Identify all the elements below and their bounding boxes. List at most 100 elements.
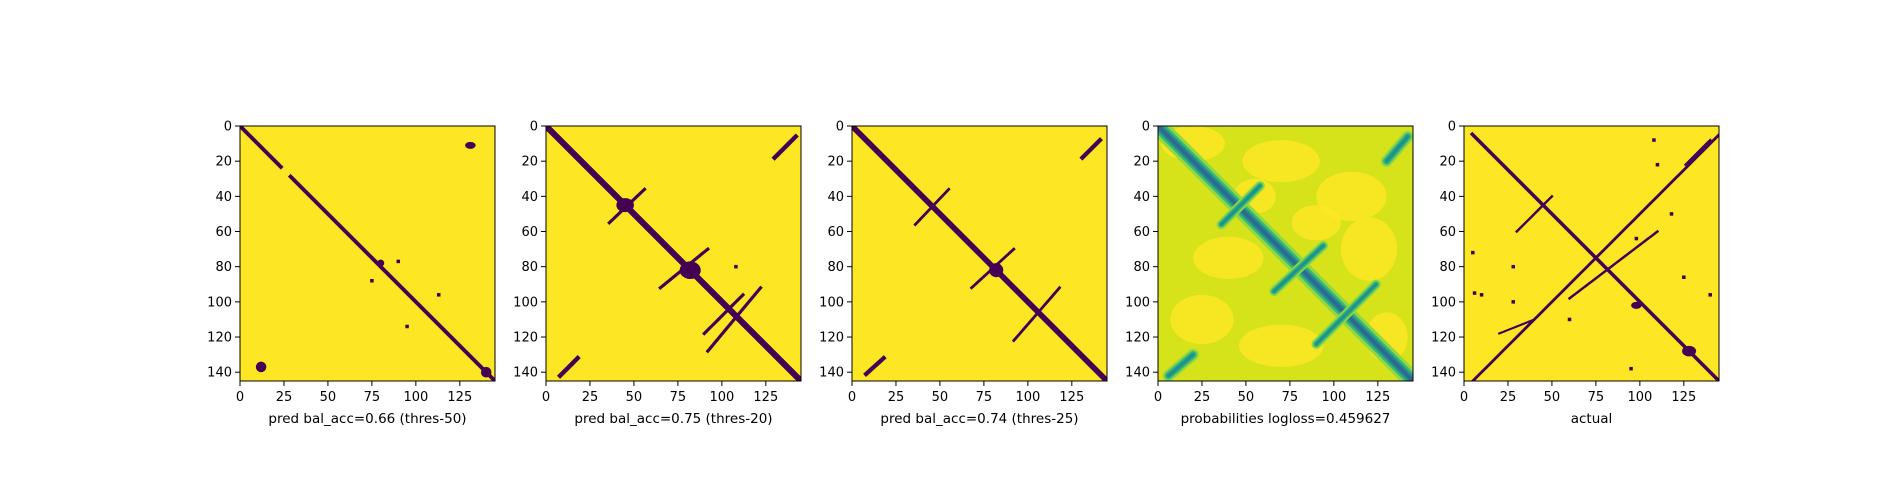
- contact-point-20: [1669, 212, 1674, 216]
- x-tick-label: 125: [1671, 390, 1696, 405]
- prob-region-9: [1291, 205, 1341, 241]
- y-tick-label: 60: [521, 225, 538, 240]
- contact-point-13: [1479, 293, 1484, 297]
- contact-cluster-8: [1682, 345, 1697, 357]
- y-tick-label: 80: [215, 260, 232, 275]
- y-tick-label: 120: [513, 331, 538, 346]
- x-tick-label: 75: [670, 390, 687, 405]
- plot-area: [1158, 126, 1413, 381]
- x-tick-label: 25: [1500, 390, 1517, 405]
- x-tick-label: 25: [276, 390, 293, 405]
- y-tick-label: 140: [513, 366, 538, 381]
- contact-band-4: [913, 187, 951, 227]
- contact-band-9: [702, 292, 746, 336]
- contact-band-2: [1470, 132, 1719, 381]
- panel-4: 0 25 50 75 100 125 0 20 40 60 80 100 120 140 probabili…: [1125, 120, 1414, 427]
- y-tick-label: 0: [1448, 120, 1456, 135]
- contact-point-14: [1511, 300, 1515, 304]
- contact-band-6: [969, 247, 1016, 290]
- y-tick-label: 40: [827, 190, 844, 205]
- contact-cluster-5: [377, 259, 385, 267]
- y-tick-label: 120: [1125, 331, 1150, 346]
- prob-region-2: [1242, 140, 1320, 183]
- x-tick-label: 50: [1238, 390, 1255, 405]
- y-tick-label: 40: [1439, 190, 1456, 205]
- prob-region-4: [1193, 236, 1264, 279]
- contact-band-5: [1603, 177, 1677, 251]
- y-tick-label: 80: [827, 260, 844, 275]
- contact-diagonal-segment-1: [546, 126, 801, 381]
- plot-area: [852, 126, 1107, 381]
- y-tick-label: 100: [207, 295, 232, 310]
- y-tick-label: 20: [521, 155, 538, 170]
- contact-diagonal-segment-2: [287, 173, 495, 381]
- contact-point-15: [1634, 236, 1639, 241]
- y-tick-label: 140: [819, 366, 844, 381]
- contact-point-7: [396, 259, 401, 264]
- axes-frame: [239, 125, 496, 382]
- contact-cluster-3: [255, 361, 267, 373]
- prob-band-5-layer-3: [1272, 244, 1325, 293]
- x-tick-label: 50: [1544, 390, 1561, 405]
- y-tick-label: 120: [207, 331, 232, 346]
- x-axis-label: pred bal_acc=0.66 (thres-50): [268, 411, 466, 427]
- y-tick-label: 80: [521, 260, 538, 275]
- y-tick-label: 20: [1439, 155, 1456, 170]
- panel-3: 0 25 50 75 100 125 0 20 40 60 80 100 120 140 pred bal_…: [819, 120, 1108, 427]
- x-tick-label: 100: [1321, 390, 1346, 405]
- x-tick-label: 125: [1365, 390, 1390, 405]
- contact-point-10: [1471, 250, 1475, 255]
- axes-frame: [1463, 125, 1720, 382]
- y-tick-label: 120: [819, 331, 844, 346]
- x-tick-label: 125: [1059, 390, 1084, 405]
- contact-point-18: [1708, 293, 1712, 297]
- x-tick-label: 0: [1460, 390, 1468, 405]
- x-tick-label: 25: [582, 390, 599, 405]
- prob-region-5: [1340, 217, 1398, 281]
- x-axis-label: pred bal_acc=0.74 (thres-25): [880, 411, 1078, 427]
- y-tick-label: 20: [827, 155, 844, 170]
- y-tick-label: 140: [207, 366, 232, 381]
- x-tick-label: 100: [1627, 390, 1652, 405]
- prob-band-4-layer-3: [1219, 184, 1262, 227]
- prob-diagonal-layer-4: [1158, 126, 1413, 381]
- y-tick-label: 100: [819, 295, 844, 310]
- y-tick-label: 60: [1133, 225, 1150, 240]
- x-tick-label: 125: [753, 390, 778, 405]
- contact-band-8: [705, 285, 763, 354]
- contact-point-8: [436, 293, 441, 297]
- y-tick-label: 80: [1439, 260, 1456, 275]
- contact-point-9: [405, 324, 409, 329]
- contact-band-3: [863, 355, 887, 377]
- contact-band-2: [771, 133, 799, 161]
- y-tick-label: 140: [1125, 366, 1150, 381]
- x-tick-label: 50: [626, 390, 643, 405]
- y-tick-label: 40: [1133, 190, 1150, 205]
- panel-1: 0 25 50 75 100 125 0 20 40 60 80 100 120 140 pred bal_…: [207, 120, 496, 427]
- contact-band-5: [607, 187, 647, 225]
- contact-point-11: [1511, 264, 1515, 269]
- x-tick-label: 25: [888, 390, 905, 405]
- contact-cluster-9: [1631, 301, 1642, 309]
- contact-point-19: [1682, 275, 1686, 279]
- x-tick-label: 0: [848, 390, 856, 405]
- contact-band-3: [1515, 194, 1554, 234]
- x-tick-label: 25: [1194, 390, 1211, 405]
- x-tick-label: 75: [1282, 390, 1299, 405]
- y-tick-label: 100: [513, 295, 538, 310]
- contact-diagonal-segment-1: [240, 126, 284, 170]
- contact-diagonal-segment-1: [852, 126, 1107, 381]
- y-tick-label: 140: [1431, 366, 1456, 381]
- contact-band-7: [1683, 138, 1712, 167]
- x-tick-label: 75: [364, 390, 381, 405]
- contact-point-17: [1655, 162, 1660, 167]
- x-tick-label: 100: [403, 390, 428, 405]
- y-tick-label: 100: [1125, 295, 1150, 310]
- panel-5: 0 25 50 75 100 125 0 20 40 60 80 100 120 140 actual: [1431, 120, 1720, 427]
- contact-point-12: [1472, 291, 1477, 295]
- x-tick-label: 75: [976, 390, 993, 405]
- contact-band-3: [556, 355, 581, 379]
- x-tick-label: 0: [1154, 390, 1162, 405]
- x-tick-label: 75: [1588, 390, 1605, 405]
